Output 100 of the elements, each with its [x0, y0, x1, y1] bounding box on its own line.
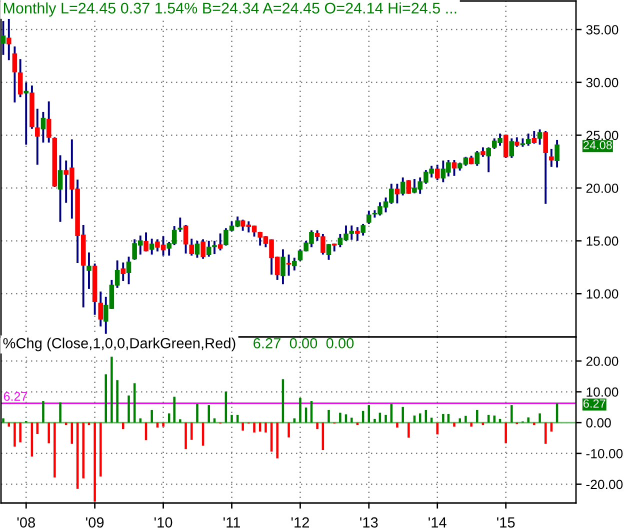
candlestick	[326, 243, 332, 261]
chart-title: Monthly L=24.45 0.37 1.54% B=24.34 A=24.45 O=24.14 Hi=24.5 ...	[4, 2, 456, 17]
candlestick	[400, 176, 406, 196]
x-tick-label: '09	[86, 517, 104, 528]
bar	[104, 374, 107, 423]
y-tick-label: -10.00	[586, 448, 623, 458]
candlestick	[286, 254, 292, 277]
chart-subtitle: 6.27 0.00 0.00	[254, 338, 354, 348]
candlestick	[554, 138, 560, 168]
candlestick	[12, 45, 18, 104]
text: 24.08	[583, 140, 612, 150]
bar	[504, 422, 507, 444]
candlestick	[474, 150, 480, 167]
text: 6.27	[584, 399, 606, 408]
candlestick	[98, 290, 104, 328]
bar	[527, 417, 530, 423]
ref-line-label: 6.27	[4, 392, 27, 401]
bar	[288, 422, 290, 438]
bar	[196, 404, 198, 423]
bar	[470, 422, 472, 427]
bar	[94, 422, 96, 502]
bar	[464, 416, 467, 423]
bar	[48, 422, 50, 444]
candlestick	[543, 130, 548, 205]
bar	[538, 413, 541, 423]
y-tick-label: 20.00	[586, 356, 618, 366]
candlestick	[366, 210, 372, 225]
y-tick-label: 25.00	[586, 130, 618, 140]
bar	[88, 422, 90, 426]
bar	[436, 422, 438, 434]
x-tick-label: '13	[360, 517, 378, 528]
candlestick	[194, 240, 200, 259]
bar	[356, 422, 359, 426]
bar	[162, 422, 164, 427]
bar	[184, 422, 187, 450]
candlestick	[406, 179, 412, 195]
bar	[70, 422, 74, 444]
candlestick	[218, 232, 223, 252]
candlestick	[206, 240, 212, 258]
candlestick	[394, 182, 400, 204]
bar	[276, 422, 278, 458]
bar	[482, 422, 484, 426]
candlestick	[549, 148, 554, 168]
candlestick	[280, 248, 286, 286]
bar	[328, 410, 330, 423]
bar	[533, 422, 536, 426]
bar	[59, 402, 62, 423]
candlestick	[486, 146, 491, 174]
bar	[510, 405, 513, 423]
bar	[82, 422, 84, 478]
bar	[116, 380, 118, 423]
bar	[64, 422, 68, 426]
bar	[396, 422, 398, 428]
candlestick	[86, 251, 92, 290]
bar	[453, 422, 456, 427]
bar	[430, 418, 433, 423]
candlestick	[360, 222, 366, 237]
candlestick	[35, 108, 40, 166]
bar	[54, 422, 56, 478]
y-tick-label: 15.00	[586, 236, 618, 246]
bar	[242, 422, 244, 431]
chart-title: %Chg (Close,1,0,0,DarkGreen,Red)	[3, 338, 236, 352]
bar	[442, 414, 444, 423]
candlestick	[434, 164, 440, 182]
bar	[458, 418, 461, 423]
candlestick	[24, 81, 29, 146]
x-tick-label: '12	[291, 517, 309, 528]
bar	[402, 406, 404, 423]
bar	[150, 410, 153, 423]
bar	[384, 414, 387, 423]
bar	[2, 418, 4, 423]
bar	[230, 414, 233, 423]
bar	[258, 422, 262, 432]
y-tick-label: -20.00	[586, 480, 623, 490]
bar	[550, 422, 553, 432]
bar	[339, 412, 342, 423]
bar	[42, 401, 44, 423]
candlestick	[503, 134, 508, 159]
y-tick-label: 10.00	[586, 387, 618, 397]
bar	[350, 418, 353, 423]
x-tick-label: '08	[17, 517, 36, 528]
candlestick	[509, 137, 514, 159]
bar	[128, 396, 130, 423]
y-tick-label: 35.00	[586, 25, 618, 34]
candlestick	[120, 262, 126, 282]
candlestick	[46, 100, 52, 144]
y-tick-label: 10.00	[586, 289, 618, 299]
bar	[122, 422, 124, 430]
candlestick	[292, 256, 297, 272]
bar	[299, 398, 302, 423]
candlestick	[212, 240, 217, 256]
bar	[179, 419, 182, 423]
x-tick-label: '14	[428, 517, 446, 528]
candlestick	[149, 238, 154, 256]
bar	[408, 422, 410, 438]
candlestick	[355, 226, 360, 242]
bar	[173, 396, 176, 423]
candlestick	[1, 20, 6, 56]
x-tick-label: '10	[154, 517, 172, 528]
candlestick	[480, 146, 486, 158]
